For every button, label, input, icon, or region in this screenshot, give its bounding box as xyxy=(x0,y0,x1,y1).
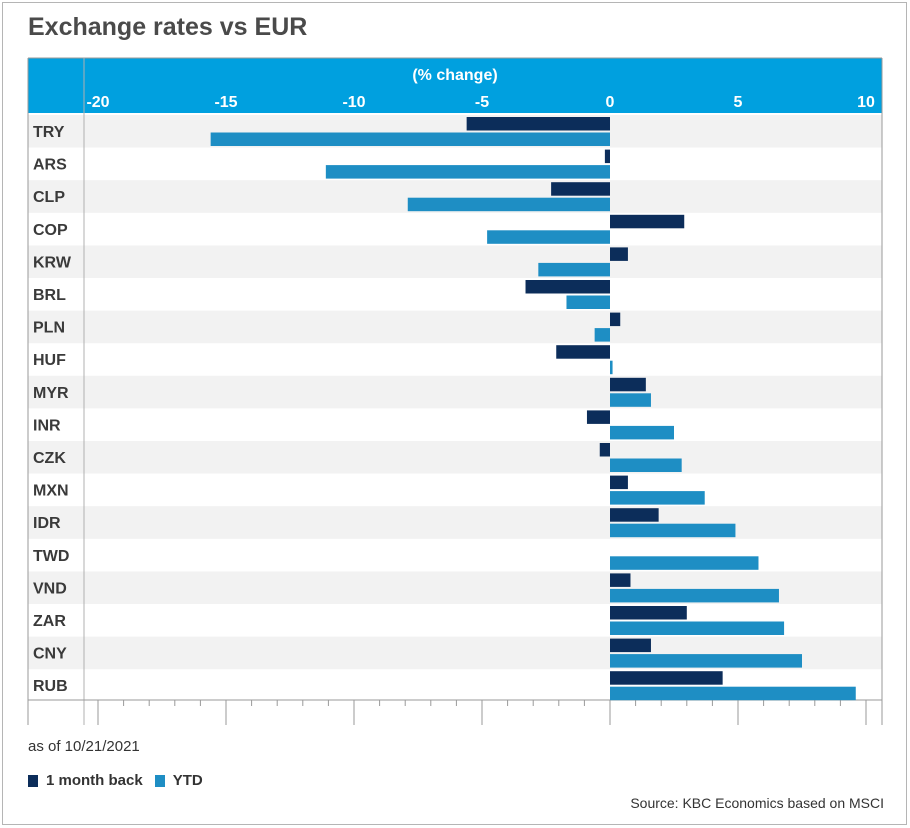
bar-1-month-back xyxy=(610,475,628,490)
bar-1-month-back xyxy=(610,508,659,522)
category-label: MYR xyxy=(33,385,69,402)
category-label: RUB xyxy=(33,678,68,695)
source-note: Source: KBC Economics based on MSCI xyxy=(630,795,884,811)
bar-ytd xyxy=(538,262,610,277)
bar-ytd xyxy=(610,458,682,472)
bar-1-month-back xyxy=(604,149,610,164)
bar-1-month-back xyxy=(610,606,687,620)
category-label: VND xyxy=(33,580,67,597)
row-stripe xyxy=(28,375,882,409)
bar-ytd xyxy=(325,165,610,179)
category-label: HUF xyxy=(33,352,66,369)
x-tick-label: 0 xyxy=(606,94,615,111)
bar-ytd xyxy=(594,328,610,342)
bar-1-month-back xyxy=(551,182,610,196)
bar-1-month-back xyxy=(610,377,646,392)
bar-1-month-back xyxy=(610,671,723,685)
category-label: CLP xyxy=(33,189,65,206)
bar-ytd xyxy=(566,295,610,309)
bar-ytd xyxy=(610,654,802,668)
category-label: TRY xyxy=(33,124,65,141)
legend-label-ytd: YTD xyxy=(172,772,203,789)
category-label: IDR xyxy=(33,515,61,532)
bar-1-month-back xyxy=(610,312,621,327)
row-stripe xyxy=(28,245,882,278)
category-label: CNY xyxy=(33,646,67,663)
category-label: PLN xyxy=(33,320,65,337)
bar-1-month-back xyxy=(610,573,631,587)
bar-1-month-back xyxy=(556,345,610,359)
bar-chart: (% change) -20 -15 -10 -5 0 5 10 TRY ARS CLP COP KRW… xyxy=(27,57,883,725)
row-stripe xyxy=(28,310,882,344)
legend-item-1m: 1 month back xyxy=(28,772,143,789)
row-stripe xyxy=(28,441,882,474)
axis-title: (% change) xyxy=(412,67,497,84)
legend-swatch-ytd xyxy=(154,774,165,787)
chart-title: Exchange rates vs EUR xyxy=(28,13,308,41)
x-tick-label: -5 xyxy=(475,94,489,111)
x-tick-label: -20 xyxy=(86,94,109,111)
bar-ytd xyxy=(610,523,736,538)
bar-1-month-back xyxy=(586,410,610,424)
x-tick-label: -10 xyxy=(342,94,365,111)
category-label: KRW xyxy=(33,254,72,271)
legend-label-1m: 1 month back xyxy=(46,772,143,789)
category-label: COP xyxy=(33,222,68,239)
bar-ytd xyxy=(610,425,674,440)
bar-ytd xyxy=(610,491,705,505)
x-tick-label: 5 xyxy=(734,94,743,111)
bar-1-month-back xyxy=(610,247,628,261)
legend: 1 month back YTD xyxy=(28,772,215,789)
bar-1-month-back xyxy=(525,280,610,294)
category-label: CZK xyxy=(33,450,66,467)
axis-header-band xyxy=(28,58,882,113)
x-tick-label: 10 xyxy=(857,94,875,111)
legend-swatch-1m xyxy=(28,774,38,787)
bar-1-month-back xyxy=(610,214,685,229)
category-label: TWD xyxy=(33,548,69,565)
bar-ytd xyxy=(610,556,759,570)
bar-ytd xyxy=(210,132,610,146)
bar-1-month-back xyxy=(466,117,610,131)
bar-ytd xyxy=(610,621,785,635)
bar-ytd xyxy=(610,393,651,407)
row-stripe xyxy=(28,506,882,539)
category-label: MXN xyxy=(33,483,69,500)
bar-ytd xyxy=(610,360,613,375)
category-label: ZAR xyxy=(33,613,66,630)
bar-1-month-back xyxy=(610,638,651,653)
bar-ytd xyxy=(610,588,779,603)
x-tick-label: -15 xyxy=(214,94,237,111)
bar-1-month-back xyxy=(599,443,610,457)
date-footnote: as of 10/21/2021 xyxy=(28,738,140,755)
bar-ytd xyxy=(487,230,610,244)
legend-item-ytd: YTD xyxy=(154,772,203,789)
category-label: ARS xyxy=(33,157,67,174)
bar-ytd xyxy=(407,197,610,212)
bar-ytd xyxy=(610,686,856,701)
category-label: INR xyxy=(33,417,61,434)
category-label: BRL xyxy=(33,287,66,304)
